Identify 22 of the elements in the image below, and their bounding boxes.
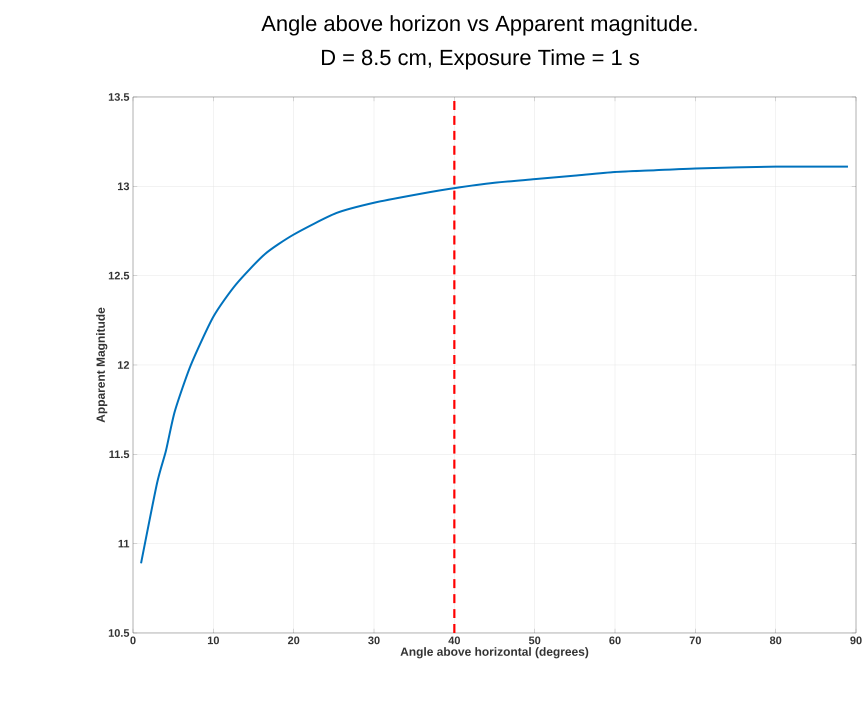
- y-tick-label: 12.5: [108, 272, 130, 280]
- y-tick-label: 11: [118, 540, 130, 548]
- y-axis-title: Apparent Magnitude: [96, 308, 108, 422]
- x-tick-label: 10: [208, 636, 219, 644]
- x-tick-label: 90: [850, 636, 862, 644]
- x-tick-label: 40: [448, 636, 460, 644]
- y-tick-label: 13.5: [108, 93, 130, 101]
- y-tick-label: 11.5: [109, 450, 130, 458]
- x-tick-label: 50: [528, 636, 540, 644]
- x-tick-label: 70: [690, 636, 701, 644]
- chart-title: Angle above horizon vs Apparent magnitude.: [261, 15, 697, 36]
- x-tick-label: 30: [368, 636, 380, 644]
- y-tick-label: 12: [118, 361, 130, 369]
- line-series: [140, 166, 849, 564]
- y-tick-label: 10.5: [108, 629, 130, 637]
- y-tick-label: 13: [118, 182, 130, 190]
- x-axis-title: Angle above horizontal (degrees): [400, 647, 588, 658]
- x-tick-label: 20: [288, 636, 300, 644]
- chart-subtitle: D = 8.5 cm, Exposure Time = 1 s: [322, 49, 639, 70]
- x-tick-label: 0: [130, 636, 136, 644]
- x-tick-label: 60: [609, 636, 621, 644]
- x-tick-label: 80: [770, 636, 782, 644]
